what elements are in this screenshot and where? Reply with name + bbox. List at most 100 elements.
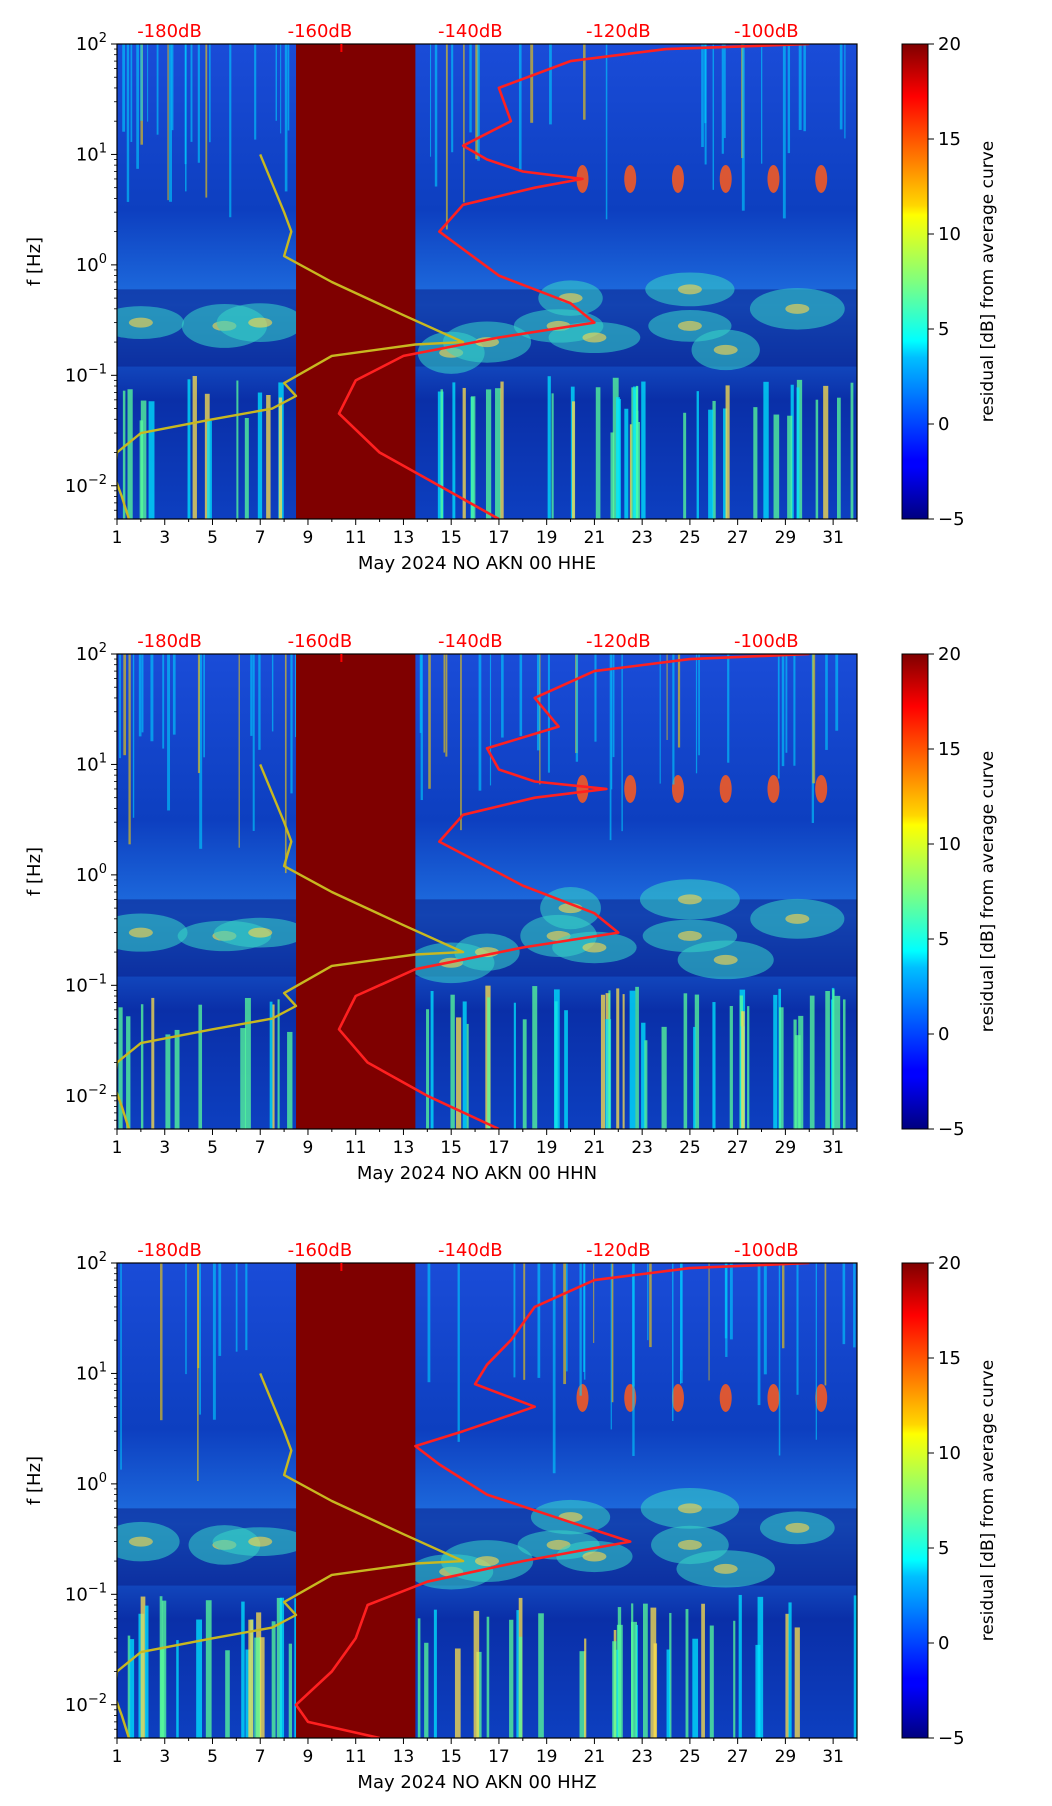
event-streak — [788, 1602, 792, 1738]
event-streak — [187, 379, 191, 519]
top-db-label: -100dB — [734, 21, 799, 42]
event-streak — [733, 1620, 736, 1738]
energy-peak — [128, 1536, 153, 1547]
y-tick-label: 10−1 — [65, 972, 107, 996]
top-db-label: -140dB — [438, 631, 503, 652]
colorbar-gradient — [901, 43, 929, 520]
event-streak — [796, 387, 800, 519]
event-streak — [165, 1034, 171, 1129]
top-db-label: -180dB — [137, 631, 202, 652]
x-tick-label: 15 — [440, 528, 462, 548]
y-axis-label: f [Hz] — [24, 1456, 45, 1505]
event-streak — [825, 990, 830, 1129]
hf-streak — [611, 1263, 614, 1403]
average-psd-curve — [337, 654, 810, 1129]
event-streak — [129, 1639, 135, 1738]
event-streak — [486, 1616, 490, 1738]
x-tick-label: 7 — [255, 528, 266, 548]
hf-streak — [677, 654, 681, 748]
energy-peak — [713, 1563, 738, 1574]
event-streak — [126, 1016, 131, 1129]
event-streak — [709, 1625, 714, 1738]
hf-streak — [575, 654, 579, 762]
event-streak — [571, 401, 576, 519]
colorbar-tick-label: 20 — [938, 644, 961, 665]
hf-streak — [825, 654, 828, 750]
event-streak — [747, 1006, 750, 1129]
x-axis-label: May 2024 NO AKN 00 HHN — [357, 1163, 597, 1184]
event-streak — [793, 1019, 797, 1129]
x-tick-label: 29 — [775, 1747, 797, 1767]
x-tick-label: 11 — [345, 1747, 367, 1767]
hf-streak — [162, 654, 165, 749]
hf-streak — [672, 654, 675, 785]
data-gap — [296, 1263, 416, 1738]
event-streak — [809, 995, 815, 1129]
event-streak — [241, 1601, 245, 1738]
colorbar: −5 0 5 10 15 20 residual [dB] from average cur… — [901, 34, 998, 530]
event-streak — [279, 1597, 285, 1738]
hf-streak — [184, 44, 187, 165]
hf-streak — [169, 44, 173, 202]
hf-streak — [781, 654, 785, 767]
top-db-label: -120dB — [586, 21, 651, 42]
event-streak — [473, 1610, 480, 1738]
x-tick-label: 13 — [393, 1138, 415, 1158]
hf-streak — [695, 654, 698, 774]
hf-streak — [621, 654, 623, 832]
hf-streak — [280, 44, 282, 134]
hf-streak — [787, 44, 791, 154]
hf-streak — [609, 654, 612, 841]
hf-streak — [238, 654, 240, 848]
hf-streak — [141, 654, 144, 733]
x-tick-label: 9 — [303, 1747, 314, 1767]
event-streak — [495, 388, 501, 519]
top-db-label: -120dB — [586, 1240, 651, 1261]
hf-streak — [671, 1263, 674, 1422]
hf-streak — [254, 44, 257, 140]
event-streak — [629, 990, 636, 1129]
event-streak — [666, 1649, 671, 1738]
event-streak — [850, 382, 854, 519]
hf-streak — [167, 44, 169, 201]
event-streak — [685, 1609, 689, 1738]
event-streak — [616, 988, 620, 1129]
hf-streak — [680, 1263, 683, 1384]
event-streak — [738, 1594, 742, 1738]
x-tick-label: 25 — [679, 1747, 701, 1767]
y-axis-label: f [Hz] — [24, 847, 45, 896]
event-streak — [631, 1621, 637, 1738]
colorbar-tick-label: 15 — [938, 739, 961, 760]
hf-streak — [126, 44, 130, 202]
x-tick-label: 27 — [727, 1138, 749, 1158]
comparison-curve — [117, 153, 465, 519]
event-streak — [192, 375, 197, 519]
hf-streak — [853, 1263, 856, 1348]
daily-spot — [576, 1383, 589, 1412]
x-tick-label: 25 — [679, 528, 701, 548]
event-streak — [795, 1035, 801, 1129]
event-streak — [519, 1636, 523, 1738]
hf-streak — [463, 44, 465, 203]
hf-streak — [583, 1263, 585, 1372]
top-db-label: -140dB — [438, 1240, 503, 1261]
event-streak — [694, 994, 700, 1129]
spectrogram-area — [117, 654, 857, 1129]
hf-streak — [475, 44, 479, 160]
daily-spot — [576, 774, 589, 803]
top-db-label: -160dB — [288, 1240, 353, 1261]
event-streak — [272, 1004, 275, 1129]
event-streak — [641, 1022, 646, 1129]
energy-peak — [128, 927, 153, 938]
colorbar-tick-label: 0 — [938, 1024, 949, 1045]
event-streak — [796, 379, 803, 519]
event-streak — [669, 1612, 672, 1738]
colorbar: −5 0 5 10 15 20 residual [dB] from average cur… — [901, 1253, 998, 1749]
event-streak — [271, 1621, 276, 1738]
spectrogram-area — [117, 1263, 857, 1738]
colorbar-tick-label: −5 — [938, 1119, 965, 1140]
x-tick-label: 25 — [679, 1138, 701, 1158]
event-streak — [424, 1642, 429, 1738]
hf-streak — [563, 1263, 567, 1385]
data-gap — [296, 654, 416, 1129]
